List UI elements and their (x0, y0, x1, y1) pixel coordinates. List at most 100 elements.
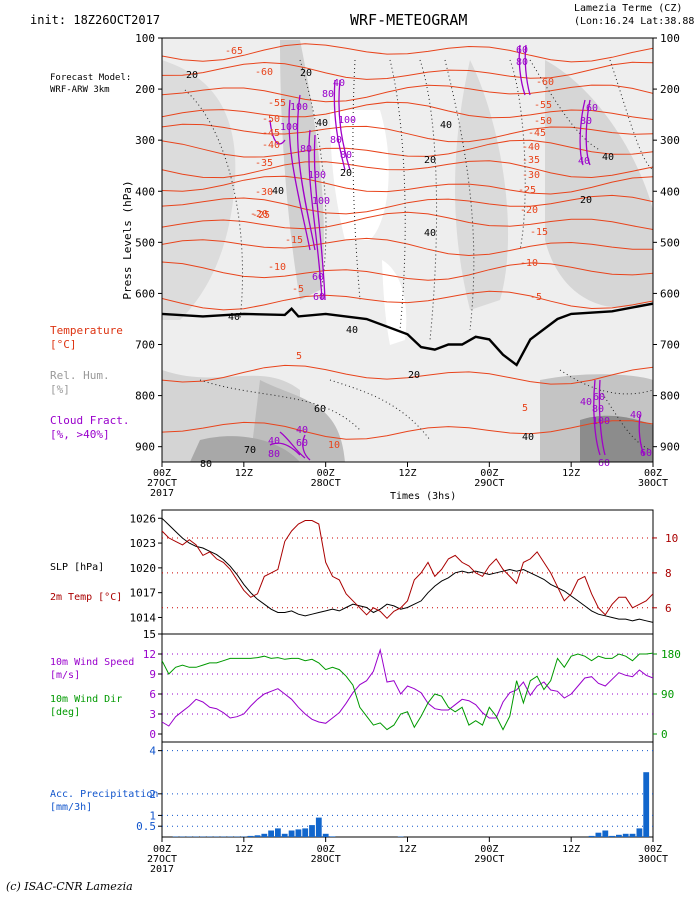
temperature-contour-label: -5 (292, 284, 304, 295)
model-note-1: Forecast Model: (50, 73, 132, 83)
rh-shade-6 (382, 260, 407, 345)
ytick-label-left: 900 (135, 441, 155, 454)
cloud-contour-label: 80 (580, 116, 592, 127)
precip-bar (602, 830, 609, 837)
ytick-label-left: 200 (135, 83, 155, 96)
temperature-contour-label: -15 (530, 227, 548, 238)
precip-bar (629, 833, 636, 837)
isotherm-line (162, 84, 653, 103)
isotherm-line (162, 194, 653, 215)
xtick-label-year: 2017 (150, 864, 174, 875)
humidity-contour-label: 40 (228, 312, 240, 323)
xtick-label-hour: 12Z (562, 468, 580, 479)
humidity-contour-label: 40 (272, 186, 284, 197)
isotherm-line (162, 101, 653, 120)
xtick-label-hour: 00Z (153, 844, 171, 855)
isotherm-line (162, 175, 653, 195)
model-note-2: WRF-ARW 3km (50, 85, 110, 95)
isotherm-line (162, 43, 653, 63)
humidity-contour-label: 40 (316, 118, 328, 129)
xtick-label-hour: 00Z (480, 468, 498, 479)
rh-shade-10 (580, 415, 653, 462)
precip-bars (172, 772, 650, 837)
cloud-contour-label: 60 (312, 272, 324, 283)
xtick-label-hour: 00Z (153, 468, 171, 479)
cloud-contour-label: 60 (640, 448, 652, 459)
cloud-contour-label: 60 (593, 392, 605, 403)
temp-tick-label: 8 (665, 567, 672, 580)
legend-precip: Acc. Precipitation (50, 789, 159, 800)
init-time: init: 18Z26OCT2017 (30, 13, 161, 27)
isotherm-line (162, 123, 653, 143)
slp-tick-label: 1017 (130, 587, 157, 600)
series-slp (161, 517, 654, 623)
isotherm-line (162, 364, 653, 385)
rh-shade-3 (455, 60, 509, 310)
humidity-contour-label: 80 (200, 459, 212, 470)
temperature-contour-label: -55 (534, 100, 552, 111)
cloud-contour-label: 100 (338, 115, 356, 126)
ytick-label-left: 300 (135, 134, 155, 147)
rh-shade-8 (250, 380, 345, 462)
slp-tick-label: 1020 (130, 562, 157, 575)
cloud-contour-label: 100 (312, 196, 330, 207)
humidity-contour-label: 20 (300, 68, 312, 79)
isotherm-line (162, 139, 653, 158)
cloud-contour-label: 80 (268, 449, 280, 460)
xtick-label-date: 27OCT (147, 478, 177, 489)
temperature-contour-label: -40 (522, 142, 540, 153)
wd-tick-label: 180 (661, 648, 681, 661)
temperature-contour-label: -10 (520, 258, 538, 269)
x-axis-title: Times (3hs) (390, 491, 457, 502)
temperature-contour-label: -20 (520, 205, 538, 216)
freezing-level-line (162, 302, 653, 367)
temperature-contour-label: -25 (518, 185, 536, 196)
ws-tick-label: 3 (149, 708, 156, 721)
temperature-contour-label: -45 (528, 128, 546, 139)
y-axis-label: Press Levels (hPa) (121, 180, 134, 299)
ytick-label-left: 400 (135, 185, 155, 198)
precip-bar (609, 835, 615, 837)
temperature-contour-label: -60 (536, 77, 554, 88)
ytick-label-left: 100 (135, 32, 155, 45)
ytick-label-left: 500 (135, 236, 155, 249)
legend-cloud-unit: [%, >40%] (50, 428, 110, 441)
xtick-label-hour: 12Z (398, 468, 416, 479)
legend-wind-speed-unit: [m/s] (50, 670, 81, 681)
rh-contours (184, 59, 653, 451)
cloud-contour-label: 40 (630, 410, 642, 421)
cloud-contour-label: 60 (296, 438, 308, 449)
ytick-label-left: 700 (135, 339, 155, 352)
isotherm-line (162, 290, 653, 311)
precip-bar (261, 833, 268, 837)
legend-precip-unit: [mm/3h] (50, 802, 93, 813)
slp-tick-label: 1026 (130, 512, 157, 525)
temperature-contour-label: -30 (255, 187, 273, 198)
cloud-contour-label: 60 (598, 458, 610, 469)
ws-tick-label: 6 (149, 688, 156, 701)
cloud-contour-label: 80 (340, 150, 352, 161)
precip-bar (268, 830, 274, 837)
ytick-label-left: 800 (135, 390, 155, 403)
ytick-label-right: 900 (660, 441, 680, 454)
temperature-contour-label: -35 (522, 155, 540, 166)
xtick-label-date: 28OCT (311, 854, 341, 865)
temperature-contour-label: -15 (285, 235, 303, 246)
rh-shade-7 (162, 370, 300, 462)
humidity-contour-label: 40 (424, 228, 436, 239)
cloud-contour-label: 40 (333, 78, 345, 89)
legend-slp: SLP [hPa] (50, 562, 105, 573)
temperature-contour-label: -45 (262, 128, 280, 139)
ytick-label-right: 500 (660, 236, 680, 249)
rh-shade-5 (330, 110, 389, 240)
temperature-contour-label: -20 (250, 209, 268, 220)
temperature-contour-label: -5 (530, 292, 542, 303)
precip-tick-label: 1 (149, 809, 156, 822)
ytick-label-right: 800 (660, 390, 680, 403)
precip-bar (288, 830, 295, 837)
ytick-label-right: 700 (660, 339, 680, 352)
ws-tick-label: 9 (149, 668, 156, 681)
humidity-contour-label: 60 (314, 404, 326, 415)
